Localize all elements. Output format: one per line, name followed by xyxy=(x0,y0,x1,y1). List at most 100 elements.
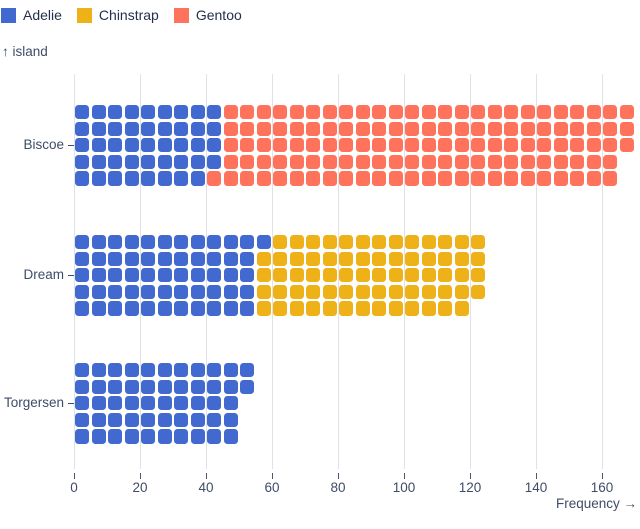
waffle-cell-adelie xyxy=(91,396,106,411)
waffle-cell-gentoo xyxy=(570,154,585,170)
waffle-cell-adelie xyxy=(108,235,123,250)
x-tick-label-120: 120 xyxy=(458,480,482,495)
waffle-cell-gentoo xyxy=(339,154,354,170)
waffle-cell-gentoo xyxy=(240,171,255,186)
waffle-cell-adelie xyxy=(207,251,222,266)
waffle-cell-adelie xyxy=(223,363,238,378)
gridline-x-80 xyxy=(337,74,339,469)
waffle-cell-adelie xyxy=(157,412,172,428)
waffle-cell-chinstrap xyxy=(471,235,486,250)
waffle-cell-adelie xyxy=(91,235,106,250)
waffle-cell-gentoo xyxy=(603,138,618,153)
waffle-cell-gentoo xyxy=(273,121,288,136)
waffle-cell-chinstrap xyxy=(339,268,354,283)
x-tick-label-60: 60 xyxy=(264,480,280,495)
waffle-cell-chinstrap xyxy=(421,251,436,266)
waffle-cell-gentoo xyxy=(322,171,337,186)
waffle-cell-gentoo xyxy=(586,121,601,136)
gridline-x-40 xyxy=(205,74,207,469)
waffle-cell-chinstrap xyxy=(273,235,288,250)
waffle-cell-chinstrap xyxy=(471,268,486,283)
waffle-cell-gentoo xyxy=(619,138,634,153)
waffle-cell-chinstrap xyxy=(405,268,420,283)
waffle-cell-adelie xyxy=(141,121,156,136)
waffle-cell-gentoo xyxy=(553,105,568,120)
x-tick-label-160: 160 xyxy=(590,480,614,495)
x-tick-mark xyxy=(205,473,207,479)
waffle-cell-chinstrap xyxy=(355,284,370,300)
x-tick-mark xyxy=(271,473,273,479)
x-tick-mark xyxy=(469,473,471,479)
waffle-cell-chinstrap xyxy=(339,235,354,250)
waffle-cell-gentoo xyxy=(454,171,469,186)
waffle-cell-adelie xyxy=(223,268,238,283)
waffle-cell-adelie xyxy=(240,251,255,266)
waffle-cell-adelie xyxy=(124,154,139,170)
waffle-cell-chinstrap xyxy=(421,284,436,300)
waffle-cell-gentoo xyxy=(273,105,288,120)
waffle-cell-chinstrap xyxy=(322,284,337,300)
waffle-cell-gentoo xyxy=(553,121,568,136)
waffle-cell-adelie xyxy=(157,251,172,266)
waffle-cell-adelie xyxy=(240,379,255,394)
waffle-cell-adelie xyxy=(174,363,189,378)
waffle-cell-gentoo xyxy=(372,121,387,136)
waffle-cell-chinstrap xyxy=(405,301,420,316)
waffle-cell-adelie xyxy=(190,429,205,444)
waffle-cell-chinstrap xyxy=(306,251,321,266)
waffle-cell-adelie xyxy=(240,235,255,250)
waffle-cell-gentoo xyxy=(256,121,271,136)
waffle-cell-gentoo xyxy=(504,121,519,136)
waffle-cell-gentoo xyxy=(537,154,552,170)
waffle-cell-chinstrap xyxy=(454,235,469,250)
waffle-cell-gentoo xyxy=(471,105,486,120)
waffle-cell-adelie xyxy=(75,412,90,428)
waffle-cell-chinstrap xyxy=(273,301,288,316)
waffle-cell-adelie xyxy=(207,268,222,283)
waffle-cell-gentoo xyxy=(339,121,354,136)
waffle-cell-adelie xyxy=(141,268,156,283)
y-tick-mark xyxy=(68,144,74,146)
waffle-cell-gentoo xyxy=(603,121,618,136)
waffle-cell-chinstrap xyxy=(289,235,304,250)
waffle-cell-adelie xyxy=(141,429,156,444)
waffle-cell-adelie xyxy=(174,429,189,444)
y-tick-mark xyxy=(68,402,74,404)
waffle-cell-gentoo xyxy=(586,105,601,120)
waffle-cell-chinstrap xyxy=(372,284,387,300)
waffle-cell-gentoo xyxy=(256,138,271,153)
waffle-cell-gentoo xyxy=(619,121,634,136)
waffle-cell-gentoo xyxy=(438,171,453,186)
waffle-cell-gentoo xyxy=(421,105,436,120)
waffle-cell-adelie xyxy=(174,284,189,300)
waffle-cell-adelie xyxy=(124,121,139,136)
gridline-x-160 xyxy=(601,74,603,469)
waffle-cell-adelie xyxy=(124,138,139,153)
waffle-cell-adelie xyxy=(141,171,156,186)
waffle-cell-adelie xyxy=(157,284,172,300)
waffle-cell-adelie xyxy=(190,171,205,186)
waffle-cell-adelie xyxy=(157,379,172,394)
waffle-cell-chinstrap xyxy=(421,301,436,316)
waffle-cell-gentoo xyxy=(421,138,436,153)
waffle-cell-chinstrap xyxy=(372,268,387,283)
waffle-cell-chinstrap xyxy=(438,235,453,250)
waffle-cell-gentoo xyxy=(240,138,255,153)
waffle-cell-adelie xyxy=(141,138,156,153)
waffle-cell-adelie xyxy=(157,121,172,136)
waffle-cell-gentoo xyxy=(603,154,618,170)
waffle-cell-chinstrap xyxy=(289,284,304,300)
waffle-cell-adelie xyxy=(190,412,205,428)
y-tick-label-dream: Dream xyxy=(23,267,64,283)
waffle-cell-adelie xyxy=(207,284,222,300)
x-tick-mark xyxy=(601,473,603,479)
waffle-cell-gentoo xyxy=(603,171,618,186)
waffle-cell-adelie xyxy=(108,105,123,120)
waffle-cell-gentoo xyxy=(487,138,502,153)
waffle-cell-adelie xyxy=(223,412,238,428)
waffle-cell-adelie xyxy=(108,268,123,283)
waffle-cell-gentoo xyxy=(405,171,420,186)
waffle-cell-chinstrap xyxy=(322,301,337,316)
waffle-cell-adelie xyxy=(141,284,156,300)
